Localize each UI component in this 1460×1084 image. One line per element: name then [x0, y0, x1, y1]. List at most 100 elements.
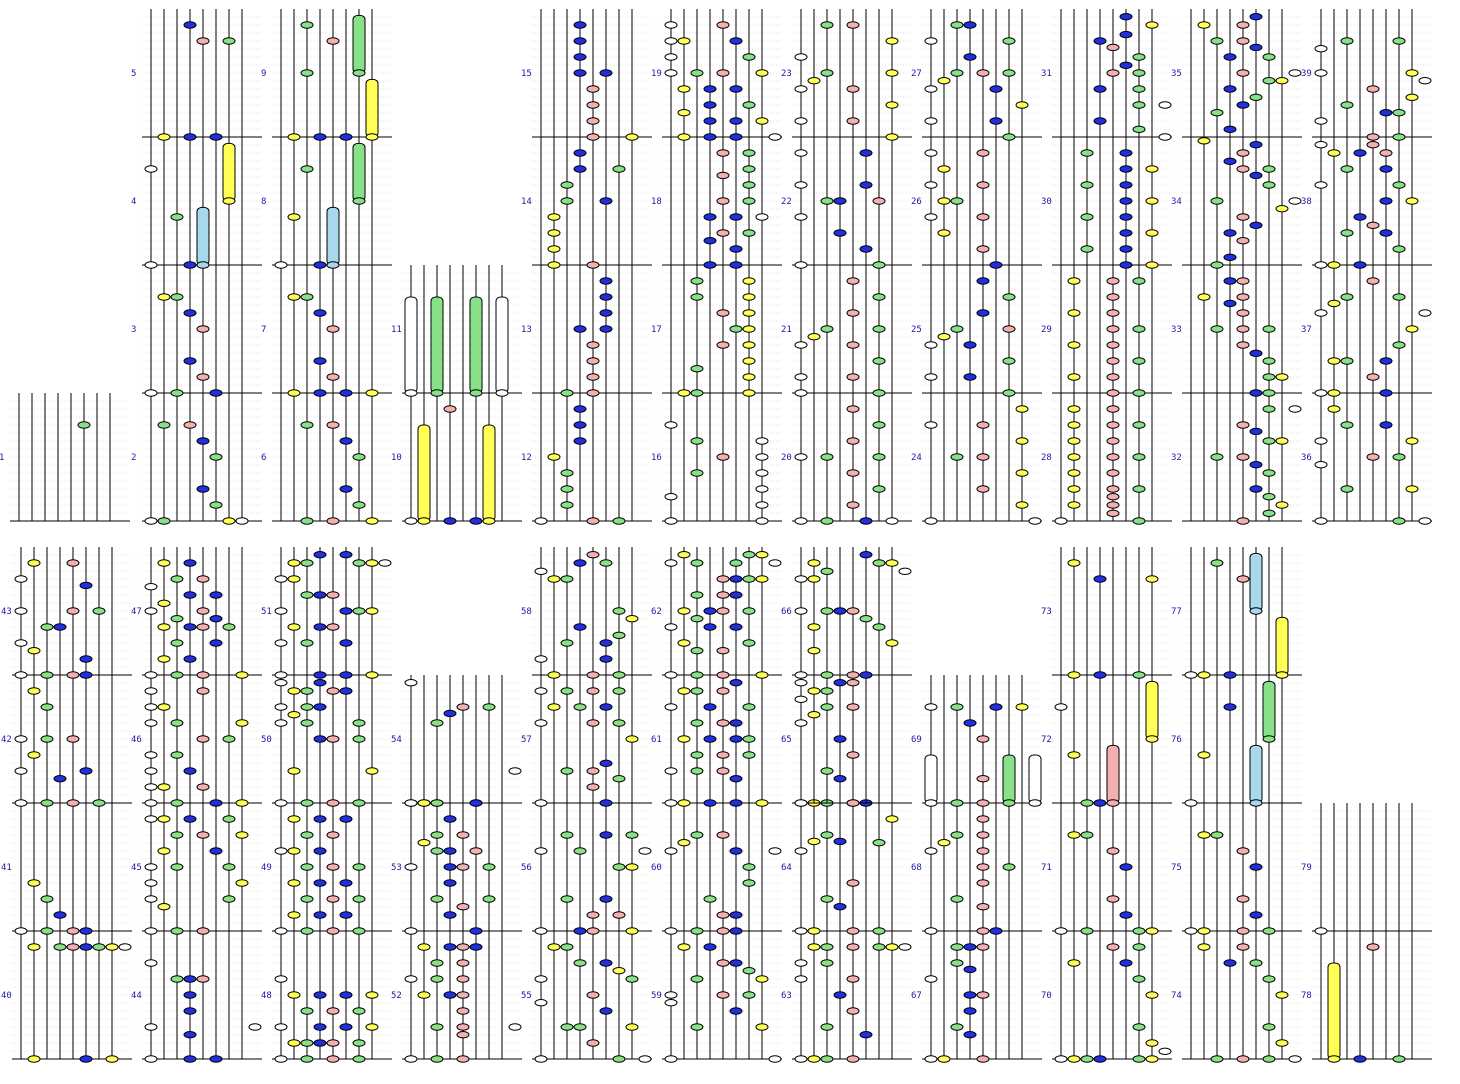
note-green [300, 703, 314, 711]
note-green [690, 277, 704, 285]
note-yellow [742, 389, 756, 397]
note-green [950, 831, 964, 839]
note-blue [599, 293, 613, 301]
note-yellow [1405, 93, 1419, 102]
note-yellow [157, 703, 171, 711]
note-green [872, 389, 886, 397]
note-blue [729, 719, 743, 727]
note-blue [833, 735, 847, 743]
note-green [77, 421, 91, 429]
note-blue [183, 815, 197, 823]
measure-13: 13 [521, 265, 652, 397]
note-green [209, 501, 223, 509]
note-blue [1119, 261, 1133, 269]
note-pink [1236, 165, 1250, 173]
note-yellow [547, 245, 561, 253]
measure-58: 58 [521, 547, 652, 679]
note-yellow [287, 1039, 301, 1047]
note-green [729, 559, 743, 567]
measure-number: 7 [261, 325, 266, 335]
note-pink [586, 261, 600, 269]
note-green [690, 831, 704, 839]
note-green [1132, 1055, 1146, 1063]
note-white [794, 117, 808, 125]
hold-end-note [365, 133, 379, 141]
note-blue [703, 703, 717, 711]
note-blue [989, 85, 1003, 93]
measure-number: 33 [1171, 325, 1182, 335]
note-white [794, 181, 808, 189]
measure-4: 4 [131, 137, 262, 269]
note-blue [703, 261, 717, 269]
note-green [872, 927, 886, 935]
note-white [1314, 460, 1328, 469]
note-blue [573, 927, 587, 935]
note-yellow [677, 389, 691, 397]
note-green [742, 229, 756, 237]
note-green [742, 181, 756, 189]
note-green [222, 863, 236, 871]
note-white [144, 879, 158, 887]
note-pink [326, 37, 340, 45]
note-blue [209, 847, 223, 855]
note-yellow [1015, 501, 1029, 509]
note-white [1184, 927, 1198, 935]
note-green [1132, 85, 1146, 93]
note-blue [573, 405, 587, 413]
measure-number: 36 [1301, 453, 1312, 463]
measure-number: 18 [651, 197, 662, 207]
note-white [14, 927, 28, 935]
note-green [1080, 1055, 1094, 1063]
note-pink [586, 117, 600, 125]
note-green [742, 863, 756, 871]
note-green [690, 1023, 704, 1031]
measure-number: 3 [131, 325, 136, 335]
note-green [690, 614, 704, 623]
note-pink [716, 197, 730, 205]
note-blue [339, 485, 353, 493]
note-blue [1223, 703, 1237, 711]
note-pink [976, 245, 990, 253]
note-yellow [27, 943, 41, 951]
note-pink [456, 1007, 470, 1015]
hold-end-note [1327, 1055, 1341, 1063]
note-blue [599, 325, 613, 333]
note-green [560, 501, 574, 509]
note-white [1288, 405, 1302, 413]
note-green [625, 975, 639, 983]
measure-number: 78 [1301, 991, 1312, 1001]
note-green [690, 646, 704, 655]
note-green [1262, 1055, 1276, 1063]
note-green [170, 389, 184, 397]
note-blue [729, 575, 743, 583]
note-yellow [1145, 21, 1159, 29]
note-green [1132, 671, 1146, 679]
note-blue [859, 671, 873, 679]
note-green [1080, 245, 1094, 253]
note-white [794, 847, 808, 855]
measure-52: 52 [391, 931, 522, 1063]
note-blue [729, 678, 743, 687]
note-blue [1379, 108, 1393, 117]
hold-note [1262, 680, 1276, 740]
note-blue [1223, 277, 1237, 285]
note-pink [1236, 895, 1250, 903]
note-yellow [807, 687, 821, 695]
note-white [924, 117, 938, 125]
note-white [534, 687, 548, 695]
measure-24: 24 [911, 393, 1042, 525]
measure-number: 4 [131, 197, 136, 207]
note-pink [326, 863, 340, 871]
note-white [755, 213, 769, 221]
note-yellow [287, 911, 301, 919]
note-blue [53, 623, 67, 631]
note-blue [443, 517, 457, 525]
note-green [430, 975, 444, 983]
note-green [300, 293, 314, 301]
note-green [690, 751, 704, 759]
note-blue [313, 357, 327, 365]
note-white [664, 847, 678, 855]
note-blue [1249, 349, 1263, 358]
note-yellow [677, 735, 691, 743]
note-yellow [1015, 703, 1029, 711]
